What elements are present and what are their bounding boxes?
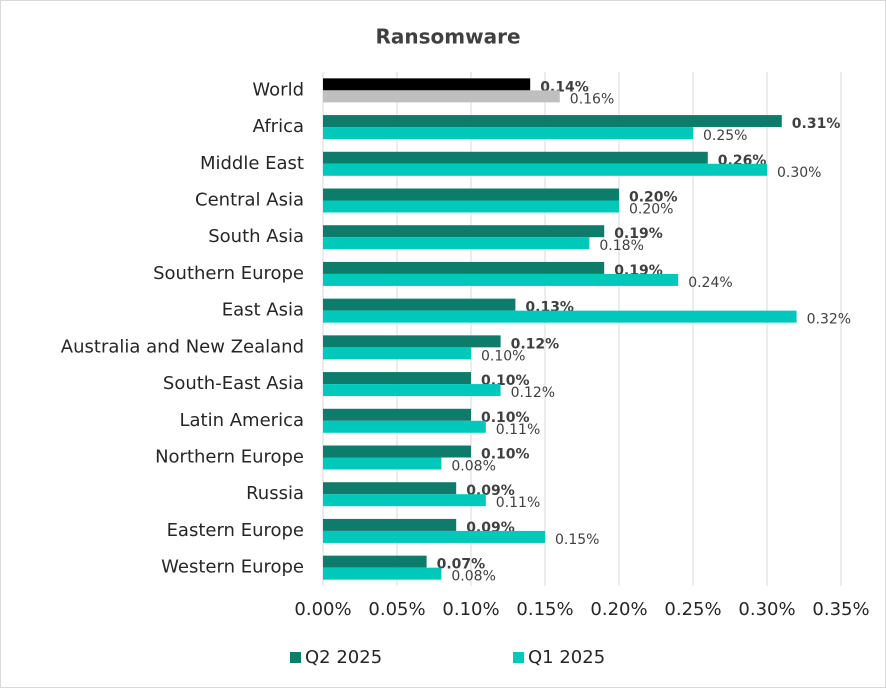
y-tick-label: Latin America	[180, 410, 305, 431]
y-tick-label: Australia and New Zealand	[61, 336, 304, 357]
x-tick-label: 0.30%	[738, 599, 795, 620]
bar	[323, 457, 442, 470]
y-tick-label: Africa	[253, 116, 304, 137]
bar	[323, 384, 501, 397]
bar	[323, 335, 501, 348]
bar	[323, 237, 590, 250]
bar	[323, 261, 605, 274]
legend-label: Q1 2025	[528, 647, 605, 668]
y-tick-label: Middle East	[200, 153, 304, 174]
bar	[323, 530, 545, 543]
bar	[323, 420, 486, 433]
y-tick-label: Central Asia	[195, 190, 304, 211]
value-label: 0.20%	[629, 202, 673, 218]
value-label: 0.10%	[481, 447, 530, 463]
bar	[323, 273, 679, 286]
bar	[323, 200, 619, 213]
bar	[323, 445, 471, 458]
value-label: 0.19%	[614, 226, 663, 242]
value-label: 0.10%	[481, 410, 530, 426]
value-label: 0.08%	[451, 459, 495, 475]
value-label: 0.15%	[555, 532, 599, 548]
chart-title: Ransomware	[375, 25, 520, 49]
x-tick-label: 0.05%	[368, 599, 425, 620]
value-label: 0.20%	[629, 190, 678, 206]
legend-swatch	[290, 652, 301, 663]
x-tick-label: 0.00%	[294, 599, 351, 620]
value-label: 0.25%	[703, 128, 747, 144]
bar	[323, 188, 619, 201]
bar	[323, 78, 531, 91]
y-tick-label: Northern Europe	[155, 447, 304, 468]
value-label: 0.10%	[481, 348, 525, 364]
value-label: 0.18%	[599, 238, 643, 254]
bar	[323, 347, 471, 360]
legend-label: Q2 2025	[305, 647, 382, 668]
y-tick-label: South-East Asia	[163, 373, 304, 394]
y-tick-label: Southern Europe	[153, 263, 304, 284]
bar	[323, 518, 457, 531]
value-label: 0.07%	[437, 557, 486, 573]
value-label: 0.16%	[570, 91, 614, 107]
bar	[323, 482, 457, 495]
y-tick-label: Western Europe	[161, 557, 304, 578]
bar	[323, 408, 471, 421]
bar	[323, 372, 471, 385]
x-tick-label: 0.20%	[590, 599, 647, 620]
bar	[323, 90, 560, 103]
value-label: 0.12%	[511, 385, 555, 401]
y-tick-label: Russia	[246, 483, 304, 504]
bar	[323, 555, 427, 568]
value-label: 0.11%	[496, 422, 540, 438]
bar	[323, 127, 693, 140]
legend-swatch	[513, 652, 524, 663]
value-label: 0.11%	[496, 495, 540, 511]
x-tick-label: 0.10%	[442, 599, 499, 620]
bar	[323, 298, 516, 311]
bar	[323, 567, 442, 580]
x-tick-label: 0.35%	[812, 599, 869, 620]
bar	[323, 225, 605, 238]
bar	[323, 310, 797, 323]
y-tick-label: Eastern Europe	[167, 520, 304, 541]
value-label: 0.32%	[807, 312, 851, 328]
value-label: 0.30%	[777, 165, 821, 181]
value-label: 0.08%	[451, 569, 495, 585]
y-tick-label: World	[252, 79, 304, 100]
x-tick-label: 0.15%	[516, 599, 573, 620]
bar	[323, 115, 782, 128]
value-label: 0.12%	[511, 336, 560, 352]
bar	[323, 151, 708, 164]
value-label: 0.24%	[688, 275, 732, 291]
y-tick-label: South Asia	[208, 226, 304, 247]
x-tick-label: 0.25%	[664, 599, 721, 620]
bar	[323, 163, 767, 176]
value-label: 0.31%	[792, 116, 841, 132]
bar	[323, 494, 486, 507]
y-tick-label: East Asia	[222, 300, 304, 321]
